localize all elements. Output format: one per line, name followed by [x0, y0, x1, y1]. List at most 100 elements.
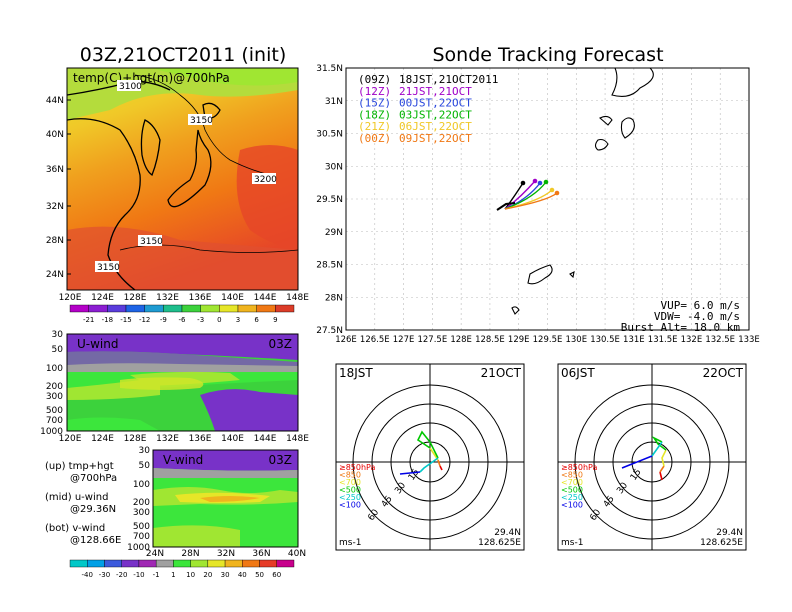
- lat-label: 36N: [252, 549, 270, 559]
- colorbar-label: 20: [203, 571, 212, 579]
- lat-label: 27.5N: [316, 326, 343, 336]
- colorbar-cell: [125, 304, 145, 313]
- colorbar-cell: [69, 304, 89, 313]
- colorbar-label: 6: [254, 316, 259, 324]
- lat-label: 31N: [325, 97, 343, 107]
- colorbar-cell: [163, 304, 183, 313]
- pressure-label: 1000: [127, 543, 150, 553]
- legend-code: (21Z): [358, 120, 391, 133]
- hodo-unit: ms-1: [339, 538, 361, 548]
- sonde-tracks: [496, 178, 560, 211]
- lon-label: 132.5E: [705, 335, 735, 345]
- lon-label: 128E: [124, 293, 147, 303]
- colorbar-label: -1: [153, 571, 160, 579]
- level-label: <100: [339, 501, 361, 510]
- lat-label: 29.5N: [316, 195, 343, 205]
- colorbar-cell: [256, 304, 276, 313]
- hodo-segment: [419, 457, 439, 473]
- lon-label: 131E: [623, 335, 645, 345]
- colorbar-label: -12: [139, 316, 150, 324]
- level-label: ≥850hPa: [339, 463, 376, 472]
- hodo-time: 18JST: [339, 366, 373, 380]
- track-end-point: [549, 187, 555, 193]
- pressure-label: 300: [46, 392, 63, 402]
- vdw-text: VDW= -4.0 m/s: [654, 310, 740, 323]
- pressure-label: 200: [46, 382, 63, 392]
- hodograph-left: 18JST 21OCT15304560≥850hPa<850<700<500<25…: [335, 363, 525, 551]
- level-label: <700: [561, 478, 583, 487]
- legend-code: (00Z): [358, 132, 391, 145]
- colorbar-label: 1: [171, 571, 175, 579]
- level-label: <500: [561, 486, 583, 495]
- lat-label: 30N: [325, 162, 343, 172]
- pressure-label: 700: [133, 532, 150, 542]
- colorbar-cell: [121, 559, 140, 568]
- pressure-label: 30: [139, 446, 151, 456]
- contour-label: 3100: [119, 82, 142, 92]
- contour-label: 3150: [97, 263, 120, 273]
- note-mid-detail: @29.36N: [70, 504, 116, 515]
- lon-label: 127E: [393, 335, 415, 345]
- level-label: <250: [339, 493, 361, 502]
- level-label: <700: [339, 478, 361, 487]
- colorbar-label: 3: [236, 316, 240, 324]
- colorbar-cell: [104, 559, 122, 568]
- lat-label: 31.5N: [316, 64, 343, 74]
- legend-label: 03JST,22OCT: [399, 108, 472, 121]
- contour-label: 3150: [140, 237, 163, 247]
- uwind-title: U-wind: [77, 337, 118, 351]
- hodograph-right: 06JST 22OCT15304560≥850hPa<850<700<500<25…: [557, 363, 747, 551]
- colorbar-label: 9: [273, 316, 277, 324]
- lon-label: 136E: [189, 434, 212, 444]
- hodo-segment: [621, 455, 653, 469]
- map-lon-labels: 120E 124E 128E 132E 136E 140E 144E 148E: [59, 293, 310, 303]
- lon-label: 124E: [91, 293, 114, 303]
- colorbar-label: 30: [221, 571, 230, 579]
- map-lat-labels: 44N 40N 36N 32N 28N 24N: [46, 96, 71, 280]
- vup-text: VUP= 6.0 m/s: [661, 299, 740, 312]
- colorbar-cell: [155, 559, 174, 568]
- colorbar-label: -9: [160, 316, 167, 324]
- colorbar-cell: [200, 304, 220, 313]
- pressure-label: 500: [133, 522, 150, 532]
- pressure-label: 700: [46, 416, 63, 426]
- vwind-time: 03Z: [269, 453, 293, 467]
- colorbar-label: -18: [102, 316, 113, 324]
- colorbar-label: 0: [217, 316, 221, 324]
- lat-label: 30.5N: [316, 130, 343, 140]
- level-label: ≥850hPa: [561, 463, 598, 472]
- lon-label: 126E: [335, 335, 357, 345]
- legend-label: 21JST,21OCT: [399, 85, 472, 98]
- legend-label: 18JST,21OCT2011: [399, 73, 498, 86]
- lat-label: 24N: [46, 270, 64, 280]
- colorbar-label: -3: [197, 316, 204, 324]
- hodo-segment: [659, 471, 663, 481]
- colorbar-cell: [87, 559, 105, 568]
- tracking-title: Sonde Tracking Forecast: [432, 44, 663, 66]
- pressure-label: 100: [133, 480, 150, 490]
- note-up-detail: @700hPa: [70, 473, 117, 484]
- uwind-time: 03Z: [269, 337, 293, 351]
- colorbar-label: -30: [99, 571, 110, 579]
- colorbar-label: 60: [272, 571, 281, 579]
- hodo-unit: ms-1: [561, 538, 583, 548]
- wind-colorbar: -40 -30 -20 -10 -1 1 10 20 30 40 50 60: [69, 559, 295, 579]
- pressure-label: 200: [133, 498, 150, 508]
- tracking-coastlines: [511, 68, 654, 315]
- colorbar-cell: [237, 304, 257, 313]
- colorbar-cell: [138, 559, 157, 568]
- contour-label: 3200: [254, 175, 277, 185]
- lon-label: 128E: [124, 434, 147, 444]
- level-label: <850: [561, 471, 583, 480]
- pressure-label: 300: [133, 508, 150, 518]
- lon-label: 144E: [254, 293, 277, 303]
- lon-label: 126.5E: [360, 335, 390, 345]
- uwind-lon-labels: 120E 124E 128E 132E 136E 140E 144E 148E: [59, 434, 310, 444]
- note-mid: (mid) u-wind: [45, 492, 108, 503]
- colorbar-cell: [224, 559, 243, 568]
- lon-label: 128E: [450, 335, 472, 345]
- lon-label: 136E: [189, 293, 212, 303]
- note-bot-detail: @128.66E: [70, 535, 121, 546]
